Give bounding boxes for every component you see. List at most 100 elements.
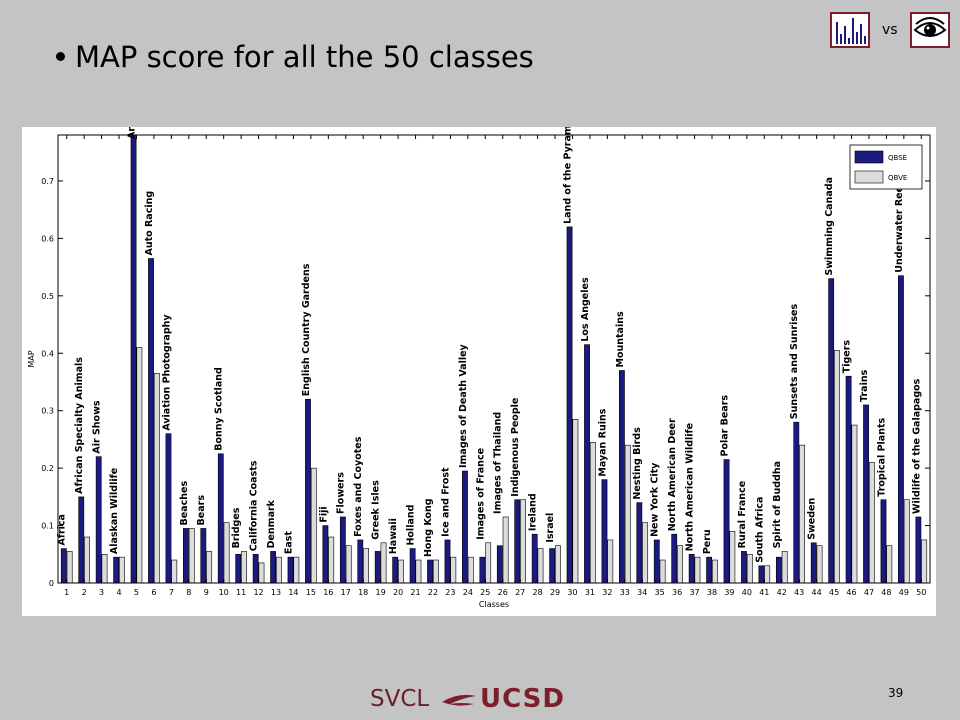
bar-qbve	[241, 551, 247, 584]
x-tick-label: 39	[724, 588, 734, 597]
bar-qbse	[793, 421, 800, 584]
x-tick-label: 19	[376, 588, 386, 597]
bar-qbve	[258, 562, 265, 584]
legend-label-qbve: QBVE	[888, 174, 907, 182]
bar-qbse	[60, 548, 67, 584]
chart-panel: Africa African Specialty Animals Air Shows…	[22, 127, 936, 616]
x-tick-label: 29	[550, 588, 560, 597]
x-tick-label: 26	[498, 588, 508, 597]
category-label: Aviation Photography	[161, 314, 172, 431]
category-label: Tropical Plants	[876, 417, 887, 496]
bar-qbve	[642, 522, 649, 584]
x-tick-label: 12	[253, 588, 263, 597]
bar-qbve	[520, 499, 526, 584]
bar-qbve	[886, 545, 893, 584]
category-label: Africa	[57, 514, 68, 545]
x-tick-label: 25	[480, 588, 490, 597]
y-tick-label: 0.3	[41, 407, 54, 416]
bar-qbse	[671, 533, 678, 584]
bar-qbse	[270, 551, 276, 584]
category-label: Land of the Pyramids	[562, 127, 573, 224]
bar-qbse	[479, 556, 486, 584]
bar-qbse	[427, 559, 433, 584]
x-tick-label: 2	[82, 588, 87, 597]
bar-qbse	[78, 496, 85, 584]
bar-qbve	[694, 556, 701, 584]
category-label: Hawaii	[388, 518, 399, 554]
bar-qbse	[706, 556, 712, 584]
bar-qbse	[601, 479, 608, 584]
x-tick-label: 35	[655, 588, 665, 597]
bar-qbve	[677, 545, 683, 584]
bar-qbse	[653, 539, 660, 584]
y-tick-label: 0	[49, 579, 54, 588]
bar-qbse	[863, 404, 869, 584]
x-tick-label: 31	[585, 588, 595, 597]
bar-qbse	[845, 375, 852, 584]
bar-qbse	[392, 556, 399, 584]
bar-qbve	[363, 548, 369, 584]
x-tick-label: 15	[306, 588, 316, 597]
vs-label: vs	[882, 22, 898, 38]
bar-qbve	[206, 551, 213, 584]
category-label: English Country Gardens	[301, 263, 312, 396]
category-label: Peru	[702, 529, 713, 554]
y-tick-label: 0.2	[41, 464, 54, 473]
x-tick-label: 34	[637, 588, 647, 597]
x-tick-label: 45	[829, 588, 839, 597]
vs-comparison-graphic: vs	[830, 12, 952, 52]
bar-qbse	[915, 516, 922, 584]
bar-qbve	[415, 559, 422, 584]
bar-qbse	[775, 556, 782, 584]
category-label: Mountains	[615, 311, 626, 367]
svcl-logo-text: SVCL	[370, 686, 430, 712]
bar-qbve	[398, 559, 404, 584]
bar-qbse	[514, 499, 521, 584]
bar-qbve	[624, 444, 631, 584]
page-number: 39	[888, 686, 904, 700]
bar-qbve	[746, 553, 753, 584]
bar-qbse	[566, 226, 573, 584]
x-tick-label: 8	[186, 588, 191, 597]
category-label: Trains	[859, 369, 870, 402]
category-label: Greek Isles	[371, 480, 382, 540]
x-tick-label: 7	[169, 588, 174, 597]
x-tick-label: 4	[116, 588, 121, 597]
category-label: South Africa	[754, 497, 765, 563]
category-label: Los Angeles	[580, 277, 591, 342]
y-tick-label: 0.7	[41, 177, 54, 186]
bar-qbve	[310, 467, 317, 584]
bar-qbve	[432, 559, 439, 584]
x-tick-label: 43	[794, 588, 804, 597]
x-tick-label: 20	[393, 588, 403, 597]
bar-qbve	[572, 419, 579, 584]
legend-label-qbse: QBSE	[888, 154, 907, 162]
bar-qbve	[188, 528, 195, 584]
category-label: Wildlife of the Galapagos	[911, 378, 922, 514]
x-tick-label: 17	[341, 588, 351, 597]
category-label: Foxes and Coyotes	[353, 436, 364, 537]
x-tick-label: 9	[204, 588, 209, 597]
x-tick-label: 46	[846, 588, 856, 597]
bar-qbve	[589, 441, 596, 584]
category-label: Sweden	[807, 497, 818, 539]
category-label: Ice and Frost	[440, 467, 451, 537]
x-tick-label: 21	[410, 588, 420, 597]
bar-qbse	[741, 551, 747, 584]
x-tick-label: 5	[134, 588, 139, 597]
x-tick-label: 24	[463, 588, 473, 597]
bar-qbve	[171, 559, 178, 584]
slide-title-text: MAP score for all the 50 classes	[75, 40, 534, 74]
bar-qbve	[711, 559, 718, 584]
category-label: Arabian Horses	[126, 127, 137, 139]
x-tick-label: 40	[742, 588, 752, 597]
bar-qbse	[287, 556, 294, 584]
bar-qbse	[723, 459, 730, 584]
category-label: Bonny Scotland	[214, 367, 225, 451]
y-axis-label: MAP	[27, 350, 36, 367]
bar-qbve	[816, 545, 823, 584]
x-tick-label: 37	[689, 588, 699, 597]
y-tick-label: 0.6	[41, 234, 54, 243]
bar-qbse	[217, 453, 224, 584]
bar-qbse	[531, 533, 538, 584]
